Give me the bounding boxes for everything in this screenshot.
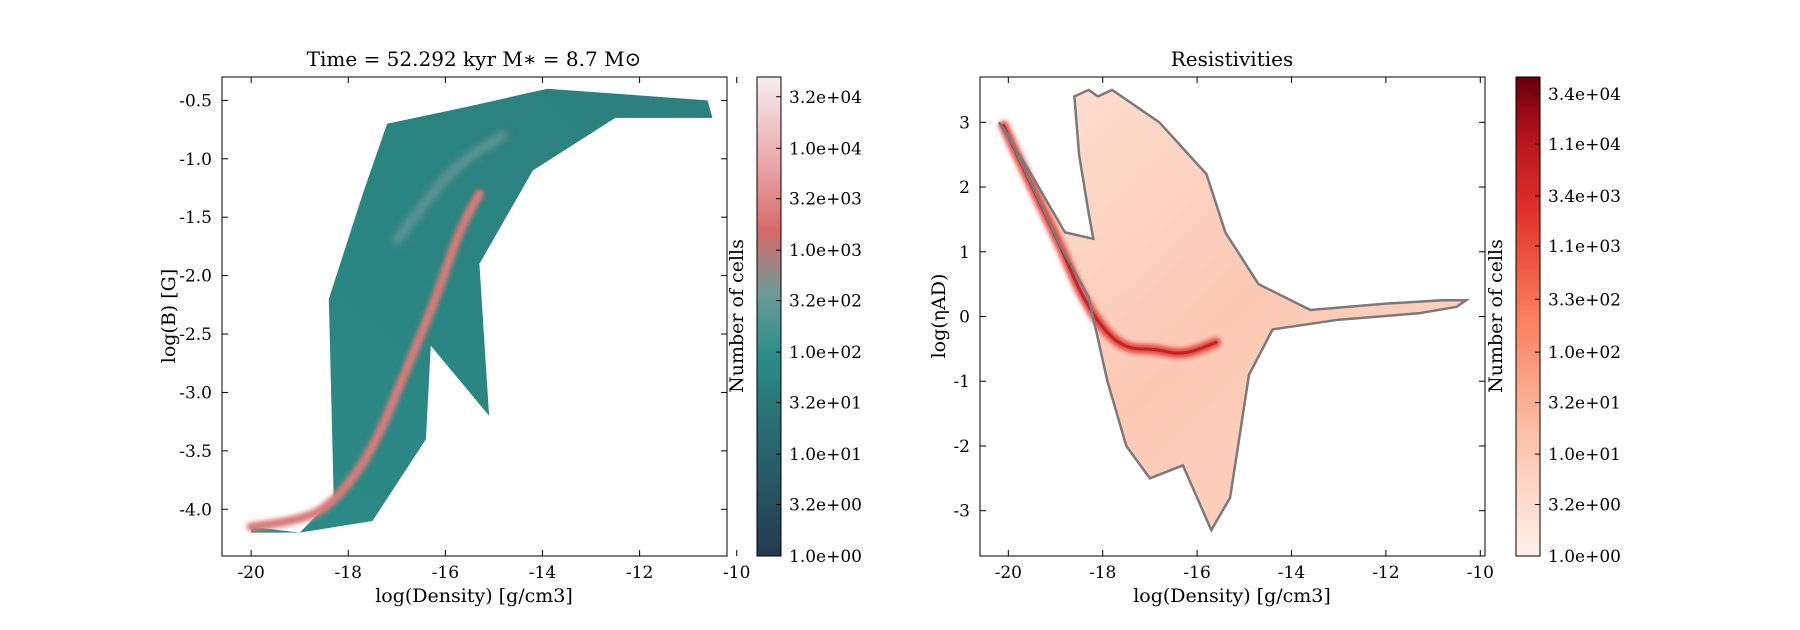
y-tick-label: -2.5 bbox=[179, 325, 212, 345]
colorbar-tick-label: 3.2e+03 bbox=[789, 190, 862, 210]
panel-1-title: Time = 52.292 kyr M∗ = 8.7 M⊙ bbox=[307, 47, 642, 71]
panel-2-y-axis-label: log(ηAD) bbox=[928, 274, 950, 359]
x-tick-label: -14 bbox=[1278, 563, 1305, 583]
panel-2-colorbar bbox=[1515, 76, 1541, 557]
panel-1-density-region bbox=[251, 88, 713, 533]
y-tick-label: -3.5 bbox=[179, 442, 212, 462]
colorbar-tick-label: 3.2e+00 bbox=[1548, 496, 1621, 516]
colorbar-tick-label: 1.0e+03 bbox=[789, 241, 862, 261]
y-tick-label: 1 bbox=[959, 243, 970, 263]
x-tick-label: -14 bbox=[529, 563, 556, 583]
y-tick-label: 3 bbox=[959, 113, 970, 133]
y-tick-label: -1 bbox=[953, 372, 970, 392]
panel-2-colorbar-label: Number of cells bbox=[1485, 239, 1507, 393]
panel-1-colorbar-ticks: 1.0e+00 3.2e+00 1.0e+01 3.2e+01 1.0e+02 3.2e+… bbox=[776, 88, 862, 567]
colorbar-tick-label: 1.1e+03 bbox=[1548, 237, 1621, 257]
colorbar-tick-label: 1.0e+00 bbox=[789, 547, 862, 567]
colorbar-tick-label: 3.3e+02 bbox=[1548, 290, 1621, 310]
y-tick-label: -4.0 bbox=[179, 500, 212, 520]
panel-1-x-ticks: -20 -18 -16 -14 -12 -10 bbox=[237, 77, 750, 583]
y-tick-label: -2 bbox=[953, 437, 970, 457]
panel-2-colorbar-ticks: 1.0e+00 3.2e+00 1.0e+01 3.2e+01 1.0e+02 3.3e+… bbox=[1535, 85, 1621, 567]
panel-2-y-ticks: -3 -2 -1 0 1 2 3 bbox=[953, 113, 1485, 522]
colorbar-tick-label: 3.4e+04 bbox=[1548, 85, 1621, 105]
colorbar-tick-label: 1.0e+01 bbox=[789, 445, 862, 465]
colorbar-tick-label: 3.2e+01 bbox=[1548, 394, 1621, 414]
x-tick-label: -12 bbox=[1372, 563, 1399, 583]
y-tick-label: -1.5 bbox=[179, 208, 212, 228]
x-tick-label: -10 bbox=[723, 563, 750, 583]
y-tick-label: -3.0 bbox=[179, 383, 212, 403]
x-tick-label: -10 bbox=[1467, 563, 1494, 583]
colorbar-tick-label: 3.4e+03 bbox=[1548, 187, 1621, 207]
panel-1-x-axis-label: log(Density) [g/cm3] bbox=[375, 585, 573, 607]
y-tick-label: -2.0 bbox=[179, 267, 212, 287]
colorbar-tick-label: 1.0e+02 bbox=[789, 343, 862, 363]
y-tick-label: -0.5 bbox=[179, 91, 212, 111]
x-tick-label: -16 bbox=[1183, 563, 1210, 583]
panel-2-x-ticks: -20 -18 -16 -14 -12 -10 bbox=[995, 77, 1494, 583]
x-tick-label: -12 bbox=[626, 563, 653, 583]
panel-1-axes-frame bbox=[221, 76, 728, 557]
panel-1-high-count-ridge bbox=[246, 189, 484, 532]
colorbar-tick-label: 1.0e+01 bbox=[1548, 445, 1621, 465]
panel-2-title: Resistivities bbox=[1171, 47, 1293, 71]
panel-1-colorbar-label: Number of cells bbox=[726, 239, 748, 393]
panel-1-plot-area bbox=[246, 88, 713, 533]
x-tick-label: -20 bbox=[237, 563, 264, 583]
panel-2-contour-outline bbox=[997, 88, 1471, 533]
colorbar-tick-label: 3.2e+02 bbox=[789, 292, 862, 312]
panel-2-plot-area bbox=[997, 88, 1471, 533]
colorbar-tick-label: 1.0e+02 bbox=[1548, 343, 1621, 363]
panel-1-secondary-ridge bbox=[392, 131, 508, 245]
colorbar-tick-label: 3.2e+04 bbox=[789, 88, 862, 108]
colorbar-tick-label: 3.2e+01 bbox=[789, 394, 862, 414]
x-tick-label: -18 bbox=[335, 563, 362, 583]
x-tick-label: -18 bbox=[1089, 563, 1116, 583]
y-tick-label: 0 bbox=[959, 308, 970, 328]
panel-1: -20 -18 -16 -14 -12 -10 -4.0-3.5-3.0-2.5-2.0-… bbox=[158, 47, 862, 607]
panel-1-y-axis-label: log(B) [G] bbox=[158, 269, 180, 364]
colorbar-tick-label: 3.2e+00 bbox=[789, 496, 862, 516]
y-tick-label: -1.0 bbox=[179, 150, 212, 170]
panel-2-x-axis-label: log(Density) [g/cm3] bbox=[1133, 585, 1331, 607]
x-tick-label: -16 bbox=[432, 563, 459, 583]
colorbar-tick-label: 1.0e+04 bbox=[789, 139, 862, 159]
y-tick-label: -3 bbox=[953, 502, 970, 522]
x-tick-label: -20 bbox=[995, 563, 1022, 583]
y-tick-label: 2 bbox=[959, 178, 970, 198]
colorbar-tick-label: 1.0e+00 bbox=[1548, 547, 1621, 567]
panel-1-colorbar bbox=[756, 76, 782, 557]
panel-1-y-ticks: -4.0 -3.5 -3.0 -2.5 -2.0 -1.5 -1.0 -0.5 bbox=[179, 91, 727, 520]
panel-2-density-region bbox=[998, 89, 1467, 531]
colorbar-tick-label: 1.1e+04 bbox=[1548, 135, 1621, 155]
